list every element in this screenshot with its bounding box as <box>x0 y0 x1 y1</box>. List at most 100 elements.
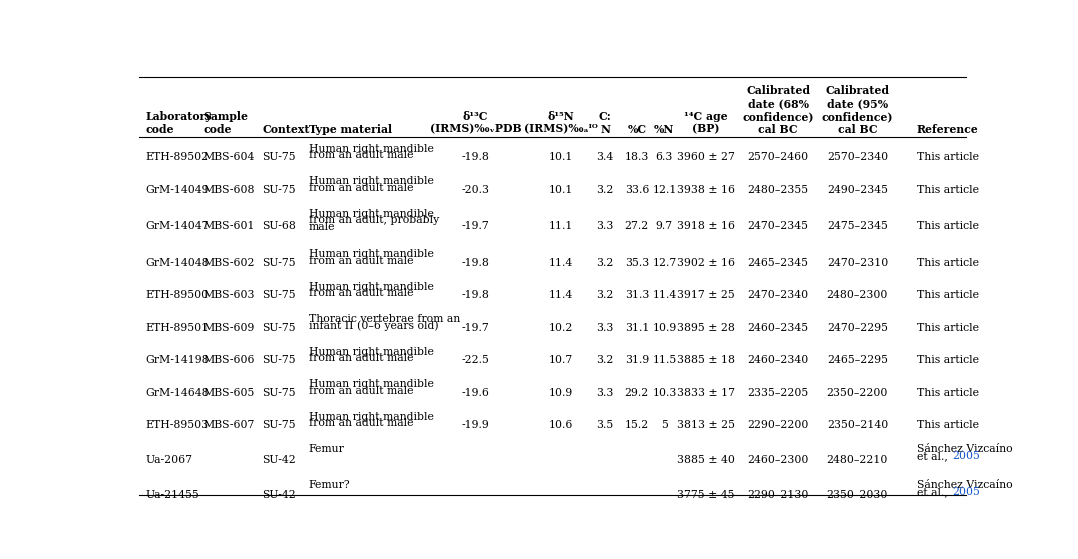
Text: MBS-609: MBS-609 <box>204 323 254 333</box>
Text: 3813 ± 25: 3813 ± 25 <box>677 420 735 430</box>
Text: SU-75: SU-75 <box>263 356 296 366</box>
Text: 2470–2295: 2470–2295 <box>827 323 888 333</box>
Text: 2350–2140: 2350–2140 <box>827 420 888 430</box>
Text: ETH-89502: ETH-89502 <box>146 153 209 162</box>
Text: Sánchez Vizcaíno: Sánchez Vizcaíno <box>916 444 1012 454</box>
Text: 3885 ± 40: 3885 ± 40 <box>677 454 735 465</box>
Text: 18.3: 18.3 <box>624 153 649 162</box>
Text: SU-75: SU-75 <box>263 185 296 195</box>
Text: from an adult male: from an adult male <box>308 418 413 428</box>
Text: %C: %C <box>627 124 647 135</box>
Text: 2470–2310: 2470–2310 <box>827 258 888 268</box>
Text: 3895 ± 28: 3895 ± 28 <box>677 323 735 333</box>
Text: MBS-606: MBS-606 <box>204 356 254 366</box>
Text: 2570–2460: 2570–2460 <box>747 153 808 162</box>
Text: 3960 ± 27: 3960 ± 27 <box>677 153 735 162</box>
Text: ¹⁴C age
(BP): ¹⁴C age (BP) <box>685 111 728 135</box>
Text: 2480–2300: 2480–2300 <box>827 290 888 300</box>
Text: C:
N: C: N <box>598 111 611 135</box>
Text: 2570–2340: 2570–2340 <box>827 153 888 162</box>
Text: SU-75: SU-75 <box>263 290 296 300</box>
Text: 2465–2295: 2465–2295 <box>827 356 888 366</box>
Text: GrM-14048: GrM-14048 <box>146 258 209 268</box>
Text: -19.8: -19.8 <box>461 153 489 162</box>
Text: 10.1: 10.1 <box>549 153 573 162</box>
Text: 10.9: 10.9 <box>652 323 677 333</box>
Text: 10.2: 10.2 <box>549 323 573 333</box>
Text: 2460–2300: 2460–2300 <box>747 454 808 465</box>
Text: 3902 ± 16: 3902 ± 16 <box>677 258 735 268</box>
Text: SU-75: SU-75 <box>263 420 296 430</box>
Text: 2465–2345: 2465–2345 <box>747 258 808 268</box>
Text: Human right mandible: Human right mandible <box>308 282 433 292</box>
Text: 11.1: 11.1 <box>549 221 573 231</box>
Text: %N: %N <box>654 124 675 135</box>
Text: 3.2: 3.2 <box>596 185 613 195</box>
Text: 3.3: 3.3 <box>596 323 613 333</box>
Text: 3775 ± 45: 3775 ± 45 <box>677 490 735 500</box>
Text: 3938 ± 16: 3938 ± 16 <box>677 185 735 195</box>
Text: -19.8: -19.8 <box>461 258 489 268</box>
Text: 2490–2345: 2490–2345 <box>827 185 888 195</box>
Text: This article: This article <box>916 221 979 231</box>
Text: SU-68: SU-68 <box>263 221 296 231</box>
Text: -19.7: -19.7 <box>461 323 489 333</box>
Text: et al.,: et al., <box>916 451 951 461</box>
Text: MBS-603: MBS-603 <box>204 290 254 300</box>
Text: Sánchez Vizcaíno: Sánchez Vizcaíno <box>916 480 1012 490</box>
Text: from an adult male: from an adult male <box>308 256 413 266</box>
Text: MBS-607: MBS-607 <box>204 420 254 430</box>
Text: SU-75: SU-75 <box>263 258 296 268</box>
Text: This article: This article <box>916 153 979 162</box>
Text: This article: This article <box>916 258 979 268</box>
Text: 2005: 2005 <box>952 487 980 497</box>
Text: 2460–2345: 2460–2345 <box>747 323 808 333</box>
Text: 3.3: 3.3 <box>596 221 613 231</box>
Text: 11.4: 11.4 <box>549 258 572 268</box>
Text: 3.4: 3.4 <box>596 153 613 162</box>
Text: Reference: Reference <box>916 124 979 135</box>
Text: GrM-14049: GrM-14049 <box>146 185 209 195</box>
Text: 3.5: 3.5 <box>596 420 613 430</box>
Text: This article: This article <box>916 185 979 195</box>
Text: ETH-89503: ETH-89503 <box>146 420 209 430</box>
Text: SU-42: SU-42 <box>263 454 296 465</box>
Text: Human right mandible: Human right mandible <box>308 379 433 389</box>
Text: 3.3: 3.3 <box>596 388 613 398</box>
Text: from an adult male: from an adult male <box>308 353 413 363</box>
Text: This article: This article <box>916 323 979 333</box>
Text: Calibrated
date (95%
confidence)
cal BC: Calibrated date (95% confidence) cal BC <box>821 86 894 135</box>
Text: ETH-89500: ETH-89500 <box>146 290 209 300</box>
Text: 31.1: 31.1 <box>624 323 649 333</box>
Text: δ¹⁵N
(IRMS)‰ₐᴵᴼ: δ¹⁵N (IRMS)‰ₐᴵᴼ <box>524 111 597 135</box>
Text: SU-42: SU-42 <box>263 490 296 500</box>
Text: This article: This article <box>916 356 979 366</box>
Text: -19.8: -19.8 <box>461 290 489 300</box>
Text: Laboratory
code: Laboratory code <box>146 111 212 135</box>
Text: Context: Context <box>263 124 310 135</box>
Text: 3.2: 3.2 <box>596 258 613 268</box>
Text: 2480–2210: 2480–2210 <box>827 454 888 465</box>
Text: 2470–2340: 2470–2340 <box>747 290 808 300</box>
Text: MBS-602: MBS-602 <box>204 258 254 268</box>
Text: 12.7: 12.7 <box>652 258 677 268</box>
Text: 29.2: 29.2 <box>625 388 649 398</box>
Text: 3917 ± 25: 3917 ± 25 <box>677 290 735 300</box>
Text: SU-75: SU-75 <box>263 153 296 162</box>
Text: This article: This article <box>916 388 979 398</box>
Text: GrM-14047: GrM-14047 <box>146 221 209 231</box>
Text: 3.2: 3.2 <box>596 356 613 366</box>
Text: -19.9: -19.9 <box>461 420 489 430</box>
Text: 5: 5 <box>661 420 668 430</box>
Text: ETH-89501: ETH-89501 <box>146 323 209 333</box>
Text: Human right mandible: Human right mandible <box>308 176 433 186</box>
Text: from an adult male: from an adult male <box>308 150 413 160</box>
Text: Human right mandible: Human right mandible <box>308 144 433 154</box>
Text: Thoracic vertebrae from an: Thoracic vertebrae from an <box>308 314 460 324</box>
Text: MBS-608: MBS-608 <box>204 185 254 195</box>
Text: Calibrated
date (68%
confidence)
cal BC: Calibrated date (68% confidence) cal BC <box>743 86 814 135</box>
Text: 33.6: 33.6 <box>624 185 649 195</box>
Text: 27.2: 27.2 <box>625 221 649 231</box>
Text: Human right mandible: Human right mandible <box>308 249 433 259</box>
Text: 2005: 2005 <box>952 451 980 461</box>
